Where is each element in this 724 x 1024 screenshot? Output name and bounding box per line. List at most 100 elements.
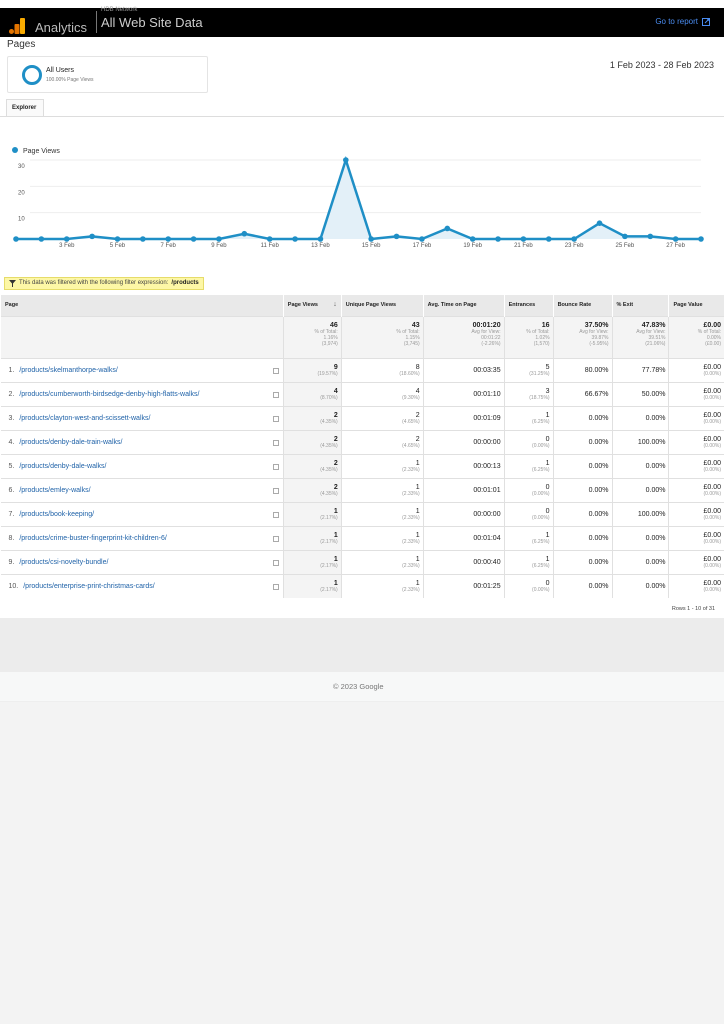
segment-ring-icon xyxy=(22,65,42,85)
table-row: 4./products/denby-dale-train-walks/ 2 (4.… xyxy=(0,429,724,454)
open-page-icon[interactable] xyxy=(272,415,279,422)
page-link[interactable]: /products/denby-dale-walks/ xyxy=(19,462,107,470)
date-range[interactable]: 1 Feb 2023 - 28 Feb 2023 xyxy=(609,60,714,70)
column-header[interactable]: % Exit xyxy=(611,295,669,316)
data-point[interactable] xyxy=(89,233,95,240)
open-page-icon[interactable] xyxy=(272,487,279,494)
page-views-cell: 9 (19.57%) xyxy=(282,357,342,382)
open-page-icon[interactable] xyxy=(272,535,279,542)
page-link[interactable]: /products/cumberworth-birdsedge-denby-hi… xyxy=(19,390,200,398)
data-point[interactable] xyxy=(520,236,527,242)
data-point[interactable] xyxy=(545,236,552,242)
segment-name: All Users xyxy=(46,67,75,74)
page-views-pct: (19.57%) xyxy=(317,370,338,377)
data-point[interactable] xyxy=(190,236,197,242)
row-number: 6. xyxy=(8,486,15,494)
column-header[interactable]: Entrances xyxy=(503,295,554,316)
data-point[interactable] xyxy=(368,236,374,242)
table-row: 10. /products/enterprise-print-christmas-… xyxy=(0,573,724,598)
column-header[interactable]: Page xyxy=(0,295,284,316)
data-point[interactable] xyxy=(495,236,501,242)
open-page-icon[interactable] xyxy=(272,463,279,470)
data-point[interactable] xyxy=(317,236,324,242)
entrances-cell: 1 (6.25%) xyxy=(503,525,554,550)
page-value-pct: (0.00%) xyxy=(703,586,721,593)
data-point[interactable] xyxy=(216,236,222,242)
go-to-report-link[interactable]: Go to report xyxy=(655,17,710,26)
y-tick-label: 10 xyxy=(18,217,25,223)
open-page-icon[interactable] xyxy=(272,511,279,518)
unique-views: 1 xyxy=(415,459,420,467)
column-header[interactable]: Page Views ↓ xyxy=(282,295,342,316)
page-link[interactable]: /products/clayton-west-and-scissett-walk… xyxy=(19,414,151,422)
entrances-pct: (0.00%) xyxy=(532,586,550,593)
column-header[interactable]: Avg. Time on Page xyxy=(422,295,505,316)
data-point[interactable] xyxy=(622,233,628,240)
entrances: 5 xyxy=(545,363,550,371)
column-header[interactable]: Page Value xyxy=(668,295,724,316)
exit-rate: 0.00% xyxy=(611,405,669,430)
data-point[interactable] xyxy=(444,225,451,232)
data-point[interactable] xyxy=(469,236,476,242)
open-page-icon[interactable] xyxy=(272,367,279,374)
pagination: Rows 1 - 10 of 31 xyxy=(671,606,715,612)
data-point[interactable] xyxy=(647,233,654,240)
data-point[interactable] xyxy=(165,236,172,242)
page-views: 4 xyxy=(333,387,338,395)
page-value-pct: (0.00%) xyxy=(703,394,721,401)
page-views-cell: 2 (4.35%) xyxy=(282,429,342,454)
page-views-pct: (8.70%) xyxy=(320,394,338,401)
data-point[interactable] xyxy=(596,220,603,226)
view-name[interactable]: All Web Site Data xyxy=(101,15,203,30)
entrances-cell: 0 (0.00%) xyxy=(503,501,554,526)
data-point[interactable] xyxy=(343,157,349,163)
page-link[interactable]: /products/book-keeping/ xyxy=(19,510,95,518)
page-views-cell: 1 (2.17%) xyxy=(282,525,342,550)
page-value-cell: £0.00 (0.00%) xyxy=(668,573,724,598)
total-compare: 1.15% xyxy=(405,334,420,341)
exit-rate: 100.00% xyxy=(611,501,669,526)
data-point[interactable] xyxy=(672,236,679,242)
data-point[interactable] xyxy=(114,236,121,242)
page-link[interactable]: /products/csi-novelty-bundle/ xyxy=(19,558,109,566)
unique-views: 1 xyxy=(415,579,420,587)
open-page-icon[interactable] xyxy=(272,583,279,590)
data-point[interactable] xyxy=(292,236,298,242)
data-point[interactable] xyxy=(393,233,400,240)
external-link-icon xyxy=(702,17,710,26)
page-link[interactable]: /products/skelmanthorpe-walks/ xyxy=(19,366,118,374)
open-page-icon[interactable] xyxy=(272,559,279,566)
open-page-icon[interactable] xyxy=(272,391,279,398)
brand-name: Analytics xyxy=(35,20,88,35)
total-label: % of Total: xyxy=(697,328,721,335)
column-header[interactable]: Bounce Rate xyxy=(552,295,613,316)
total-base: (-2.26%) xyxy=(481,340,501,347)
data-point[interactable] xyxy=(419,236,425,242)
exit-rate: 50.00% xyxy=(611,381,669,406)
segment-card[interactable]: All Users 100.00% Page Views xyxy=(7,56,208,93)
open-page-icon[interactable] xyxy=(272,439,279,446)
page-link[interactable]: /products/crime-buster-fingerprint-kit-c… xyxy=(19,534,167,542)
tab-explorer[interactable]: Explorer xyxy=(6,99,44,117)
data-point[interactable] xyxy=(140,236,146,242)
data-point[interactable] xyxy=(13,236,19,242)
total-label: Avg for View: xyxy=(471,328,501,335)
data-point[interactable] xyxy=(698,236,704,242)
x-tick-label: 9 Feb xyxy=(211,243,227,249)
total-compare: 1.16% xyxy=(323,334,338,341)
page-views: 1 xyxy=(333,531,338,539)
data-point[interactable] xyxy=(266,236,273,242)
data-point[interactable] xyxy=(571,236,577,242)
page-link[interactable]: /products/emley-walks/ xyxy=(19,486,91,494)
column-header[interactable]: Unique Page Views xyxy=(340,295,424,316)
page-cell: 2. /products/cumberworth-birdsedge-denby-… xyxy=(0,381,284,406)
page-link[interactable]: /products/enterprise-print-christmas-car… xyxy=(23,582,155,590)
table-row: 6. /products/emley-walks/ 2 (4.35%) 1 (2.33… xyxy=(0,477,724,502)
x-tick-label: 3 Feb xyxy=(59,243,75,249)
page-link[interactable]: /products/denby-dale-train-walks/ xyxy=(19,438,123,446)
total-compare: 0.00% xyxy=(706,334,721,341)
total-base: (3,745) xyxy=(403,340,420,347)
data-point[interactable] xyxy=(63,236,70,242)
data-point[interactable] xyxy=(241,230,248,237)
data-point[interactable] xyxy=(38,236,45,242)
